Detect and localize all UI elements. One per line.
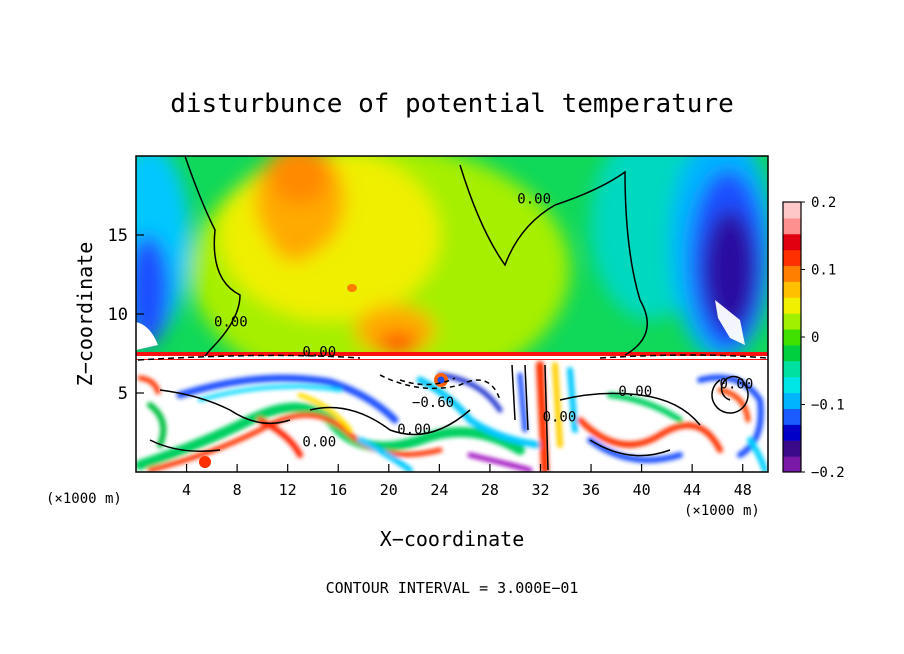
heatmap-field — [136, 156, 768, 472]
y-tick-label: 10 — [108, 305, 128, 325]
colorbar-ticks: 0.2 0.1 0 −0.1 −0.2 — [801, 195, 845, 481]
contour-label-group: 0.00 0.00 0.00 0.00 0.00 0.00 0.00 −0.60 0.00 — [214, 191, 754, 451]
colorbar-segment — [783, 440, 801, 457]
contour-label: 0.00 — [543, 409, 577, 425]
colorbar-segment — [783, 233, 801, 251]
colorbar — [782, 201, 802, 473]
x-tick-label: 20 — [380, 481, 398, 499]
colorbar-tick-label: −0.2 — [811, 465, 845, 481]
contour-label: 0.00 — [618, 384, 652, 400]
x-axis-label: X−coordinate — [380, 527, 525, 551]
colorbar-segment — [783, 329, 801, 346]
colorbar-tick-label: 0 — [811, 330, 819, 346]
x-tick-label: 12 — [279, 481, 297, 499]
y-tick-label: 5 — [118, 384, 128, 404]
contour-lines — [137, 156, 767, 471]
colorbar-segment — [783, 360, 801, 378]
chart-title: disturbunce of potential temperature — [170, 89, 734, 119]
x-tick-label: 40 — [633, 481, 651, 499]
colorbar-segment — [783, 265, 801, 282]
colorbar-segment — [783, 313, 801, 330]
colorbar-tick-label: −0.1 — [811, 398, 845, 414]
x-tick-label: 28 — [481, 481, 499, 499]
x-tick-label: 16 — [329, 481, 347, 499]
y-axis: 5 10 15 — [108, 226, 144, 404]
colorbar-segment — [783, 297, 801, 314]
contour-label: 0.00 — [720, 376, 754, 392]
contour-label: 0.00 — [517, 191, 551, 207]
colorbar-segment — [783, 392, 801, 409]
y-tick-label: 15 — [108, 226, 128, 246]
colorbar-segment — [783, 424, 801, 441]
colorbar-segment — [783, 456, 801, 473]
x-tick-label: 8 — [233, 481, 242, 499]
contour-interval-note: CONTOUR INTERVAL = 3.000E−01 — [326, 579, 579, 597]
x-tick-label: 44 — [683, 481, 701, 499]
x-tick-label: 24 — [430, 481, 448, 499]
x-tick-label: 48 — [734, 481, 752, 499]
colorbar-segment — [783, 249, 801, 267]
colorbar-segment — [783, 202, 801, 219]
x-unit-label-left: (×1000 m) — [46, 491, 122, 507]
x-tick-label: 36 — [582, 481, 600, 499]
colorbar-segment — [783, 281, 801, 298]
contour-label: 0.00 — [397, 422, 431, 438]
colorbar-segment — [783, 344, 801, 362]
colorbar-tick-label: 0.1 — [811, 263, 836, 279]
contour-label: 0.00 — [302, 345, 336, 361]
x-tick-label: 32 — [531, 481, 549, 499]
contour-label: −0.60 — [412, 395, 454, 411]
x-axis: 4 8 12 16 20 24 28 32 36 40 44 48 — [182, 464, 752, 499]
colorbar-tick-label: 0.2 — [811, 195, 836, 211]
contour-label: 0.00 — [214, 315, 248, 331]
colorbar-segment — [783, 217, 801, 235]
x-unit-label-right: (×1000 m) — [684, 503, 760, 519]
x-tick-label: 4 — [182, 481, 191, 499]
colorbar-segment — [783, 376, 801, 394]
colorbar-segment — [783, 408, 801, 425]
y-axis-label: Z−coordinate — [73, 242, 97, 387]
contour-label: 0.00 — [302, 435, 336, 451]
